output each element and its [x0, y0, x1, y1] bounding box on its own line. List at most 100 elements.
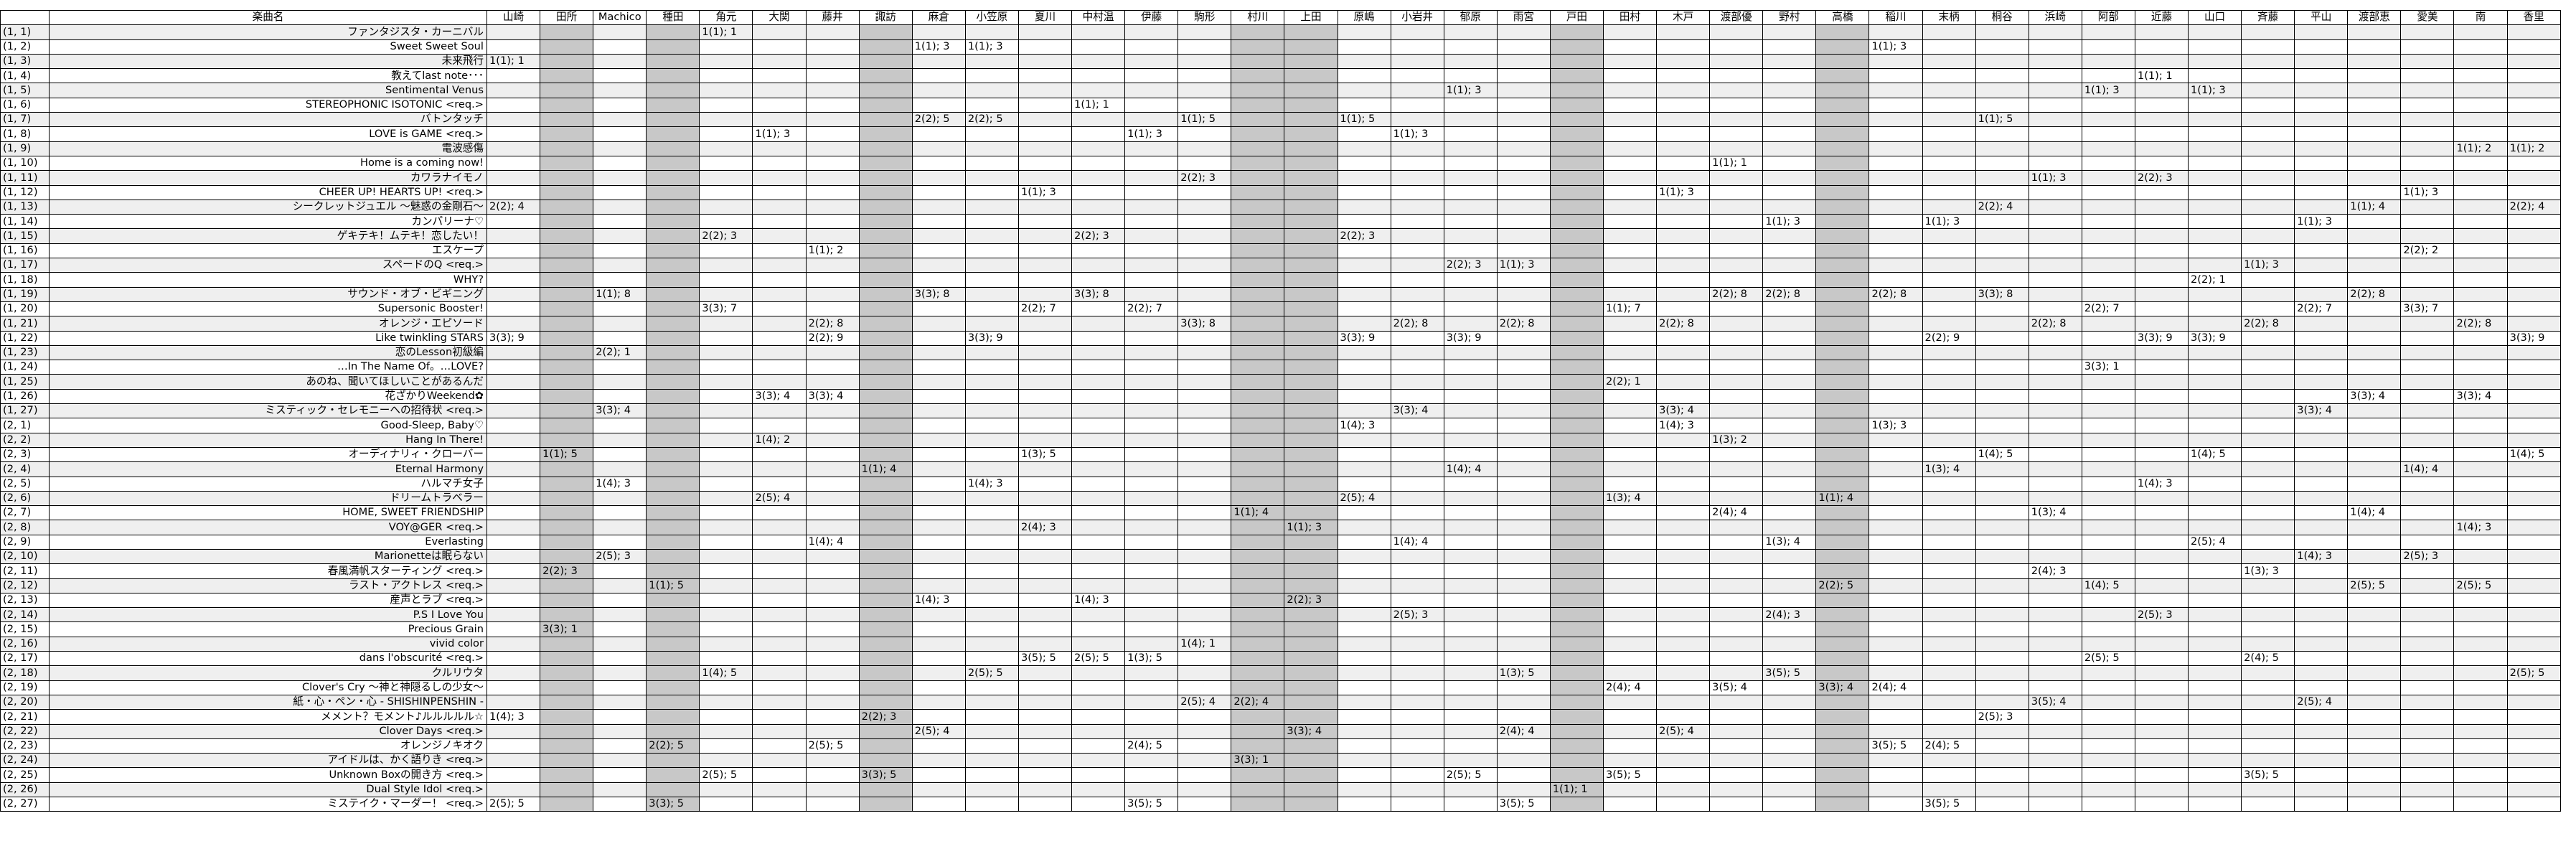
- assignment-cell: [1496, 272, 1551, 288]
- assignment-cell: [1177, 374, 1232, 390]
- assignment-cell: [858, 738, 913, 754]
- assignment-cell: [805, 446, 860, 463]
- header-member-cell: 小岩井: [1390, 9, 1444, 26]
- assignment-cell: [1231, 68, 1285, 84]
- assignment-cell: [2028, 214, 2082, 230]
- assignment-cell: 2(5); 4: [1177, 694, 1232, 710]
- assignment-cell: [1549, 446, 1604, 463]
- assignment-cell: [2506, 651, 2561, 667]
- assignment-cell: 2(2); 8: [1868, 286, 1923, 302]
- assignment-cell: [1443, 170, 1498, 186]
- assignment-cell: [699, 388, 753, 405]
- assignment-cell: [2081, 258, 2135, 273]
- assignment-cell: [911, 476, 966, 492]
- assignment-cell: [1390, 24, 1444, 40]
- assignment-cell: [1284, 360, 1338, 375]
- assignment-cell: [1868, 184, 1923, 200]
- assignment-cell: [1017, 709, 1073, 725]
- table-row: (1, 6) STEREOPHONIC ISOTONIC <req.> 1(1); …: [0, 97, 2561, 113]
- assignment-cell: [1922, 112, 1976, 128]
- assignment-cell: [1602, 97, 1658, 113]
- assignment-cell: [1549, 388, 1604, 405]
- assignment-cell: [1549, 534, 1604, 550]
- assignment-cell: [1231, 53, 1285, 70]
- assignment-cell: [1177, 782, 1232, 798]
- row-id-cell: (2, 26): [0, 782, 50, 798]
- assignment-cell: [1284, 534, 1338, 550]
- assignment-cell: [1975, 592, 2029, 609]
- row-id-cell: (1, 18): [0, 272, 50, 288]
- assignment-cell: [2294, 490, 2349, 507]
- assignment-cell: [1975, 344, 2029, 361]
- assignment-cell: [964, 432, 1019, 448]
- assignment-cell: 1(1); 4: [1231, 505, 1285, 521]
- assignment-cell: [805, 432, 860, 448]
- assignment-cell: [2400, 126, 2455, 142]
- assignment-cell: [1177, 388, 1232, 405]
- assignment-cell: [699, 214, 753, 230]
- assignment-cell: [646, 621, 700, 637]
- assignment-cell: [2134, 563, 2189, 579]
- assignment-cell: [1922, 782, 1976, 798]
- assignment-cell: [2134, 374, 2189, 390]
- assignment-cell: [1443, 301, 1498, 317]
- assignment-cell: 1(1); 3: [2241, 258, 2295, 273]
- assignment-cell: [2134, 126, 2189, 142]
- assignment-cell: 3(5); 5: [1868, 738, 1923, 754]
- assignment-cell: [593, 665, 647, 681]
- assignment-cell: [1071, 665, 1126, 681]
- assignment-cell: [2347, 651, 2402, 667]
- assignment-cell: [752, 578, 807, 593]
- assignment-cell: [911, 782, 966, 798]
- assignment-cell: [1177, 563, 1232, 579]
- assignment-cell: [646, 490, 700, 507]
- assignment-cell: [752, 534, 807, 550]
- table-row: (1, 14) カンパリーナ♡ 1(1); 3 1(1); 3 1(1); 3: [0, 214, 2561, 230]
- assignment-cell: 3(3); 4: [593, 403, 647, 419]
- assignment-cell: [2506, 83, 2561, 98]
- assignment-cell: [646, 184, 700, 200]
- assignment-cell: [1549, 360, 1604, 375]
- assignment-cell: [2400, 83, 2455, 98]
- assignment-cell: [858, 53, 913, 70]
- assignment-cell: [2400, 651, 2455, 667]
- assignment-cell: [964, 374, 1019, 390]
- assignment-cell: [1496, 199, 1551, 215]
- assignment-cell: [486, 112, 541, 128]
- assignment-cell: [2400, 767, 2455, 783]
- assignment-cell: [1762, 243, 1817, 259]
- assignment-cell: [646, 330, 700, 346]
- assignment-cell: [2400, 316, 2455, 332]
- assignment-cell: [1922, 592, 1976, 609]
- assignment-cell: [1868, 170, 1923, 186]
- assignment-cell: [646, 243, 700, 259]
- assignment-cell: [1709, 797, 1764, 812]
- assignment-cell: [1017, 723, 1073, 739]
- assignment-cell: [1922, 432, 1976, 448]
- assignment-cell: [2134, 418, 2189, 433]
- assignment-cell: [1868, 97, 1923, 113]
- assignment-cell: [486, 344, 541, 361]
- assignment-cell: [1231, 782, 1285, 798]
- assignment-cell: [1284, 709, 1338, 725]
- assignment-cell: [646, 534, 700, 550]
- assignment-cell: [1975, 753, 2029, 769]
- assignment-cell: [2453, 709, 2508, 725]
- assignment-cell: [1017, 141, 1073, 156]
- assignment-cell: [1975, 24, 2029, 40]
- assignment-cell: 1(3); 5: [1124, 651, 1179, 667]
- assignment-cell: [1922, 97, 1976, 113]
- assignment-cell: [1443, 141, 1498, 156]
- assignment-cell: [2081, 418, 2135, 433]
- assignment-cell: [2028, 258, 2082, 273]
- assignment-cell: [1975, 301, 2029, 317]
- assignment-cell: [2453, 243, 2508, 259]
- assignment-cell: [2400, 68, 2455, 84]
- assignment-cell: [1496, 680, 1551, 695]
- row-id-cell: (2, 17): [0, 651, 50, 667]
- assignment-cell: [911, 738, 966, 754]
- assignment-cell: [2400, 228, 2455, 244]
- assignment-cell: [2081, 432, 2135, 448]
- assignment-cell: [1496, 520, 1551, 535]
- assignment-cell: [752, 418, 807, 433]
